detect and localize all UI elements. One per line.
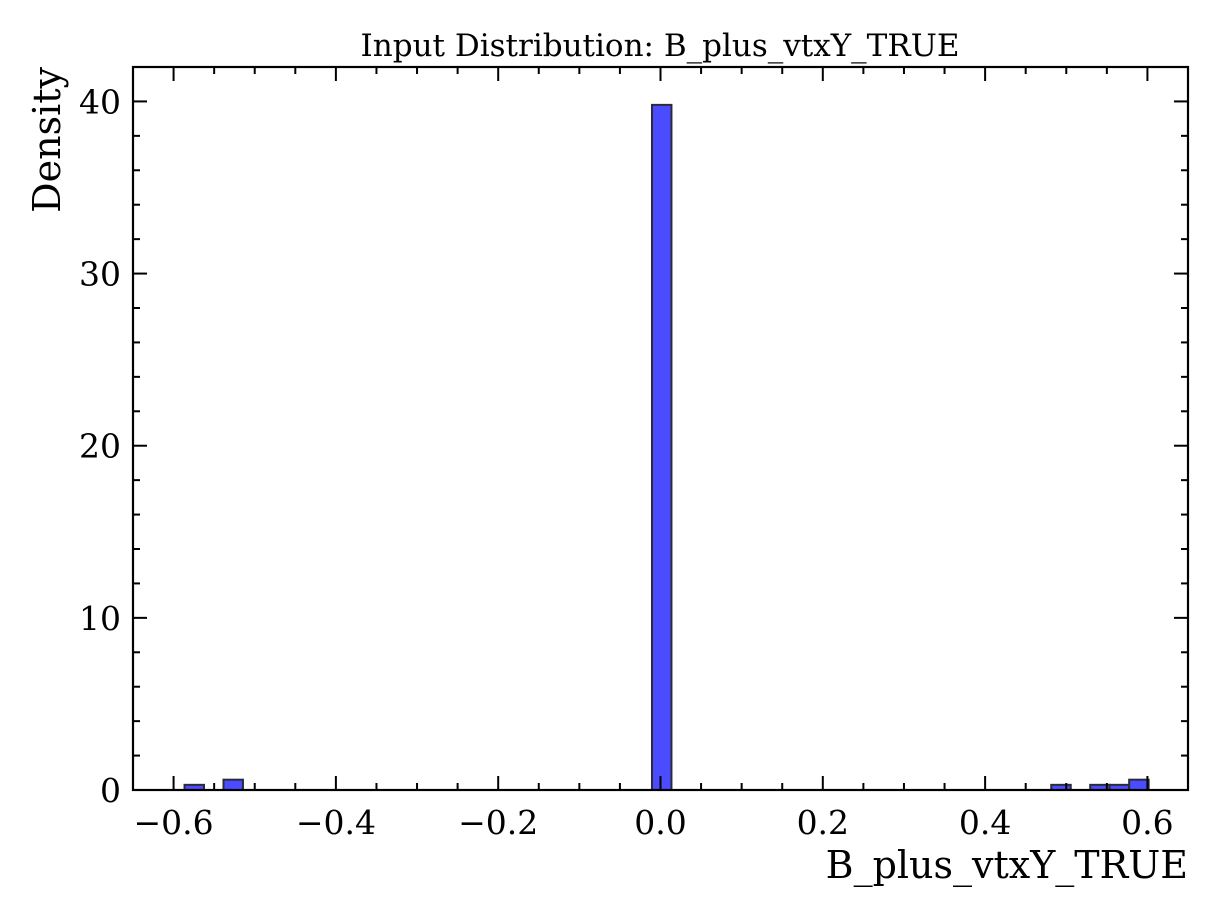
x-tick-label: 0.2	[797, 803, 849, 842]
axis-ticks	[132, 66, 1189, 791]
y-axis-label: Density	[25, 66, 69, 212]
x-tick-labels: −0.6 −0.4 −0.2 0.0 0.2 0.4 0.6	[134, 803, 1174, 842]
x-axis-label: B_plus_vtxY_TRUE	[826, 843, 1188, 888]
x-tick-label: −0.4	[296, 803, 376, 842]
y-tick-label: 40	[79, 82, 121, 121]
histogram-bar-2	[222, 778, 244, 792]
x-tick-label: −0.6	[134, 803, 214, 842]
chart-title: Input Distribution: B_plus_vtxY_TRUE	[361, 28, 960, 64]
y-tick-label: 20	[79, 427, 121, 466]
histogram-bar-3	[650, 103, 673, 792]
histogram-bar-7	[1128, 778, 1150, 792]
y-tick-labels: 0 10 20 30 40	[79, 82, 121, 810]
x-tick-label: −0.2	[458, 803, 538, 842]
x-tick-label: 0.6	[1121, 803, 1173, 842]
y-tick-label: 0	[100, 771, 121, 810]
x-tick-label: 0.0	[634, 803, 686, 842]
y-tick-label: 30	[79, 255, 121, 294]
bars-group	[183, 103, 1150, 792]
y-tick-label: 10	[79, 599, 121, 638]
x-tick-label: 0.4	[959, 803, 1011, 842]
